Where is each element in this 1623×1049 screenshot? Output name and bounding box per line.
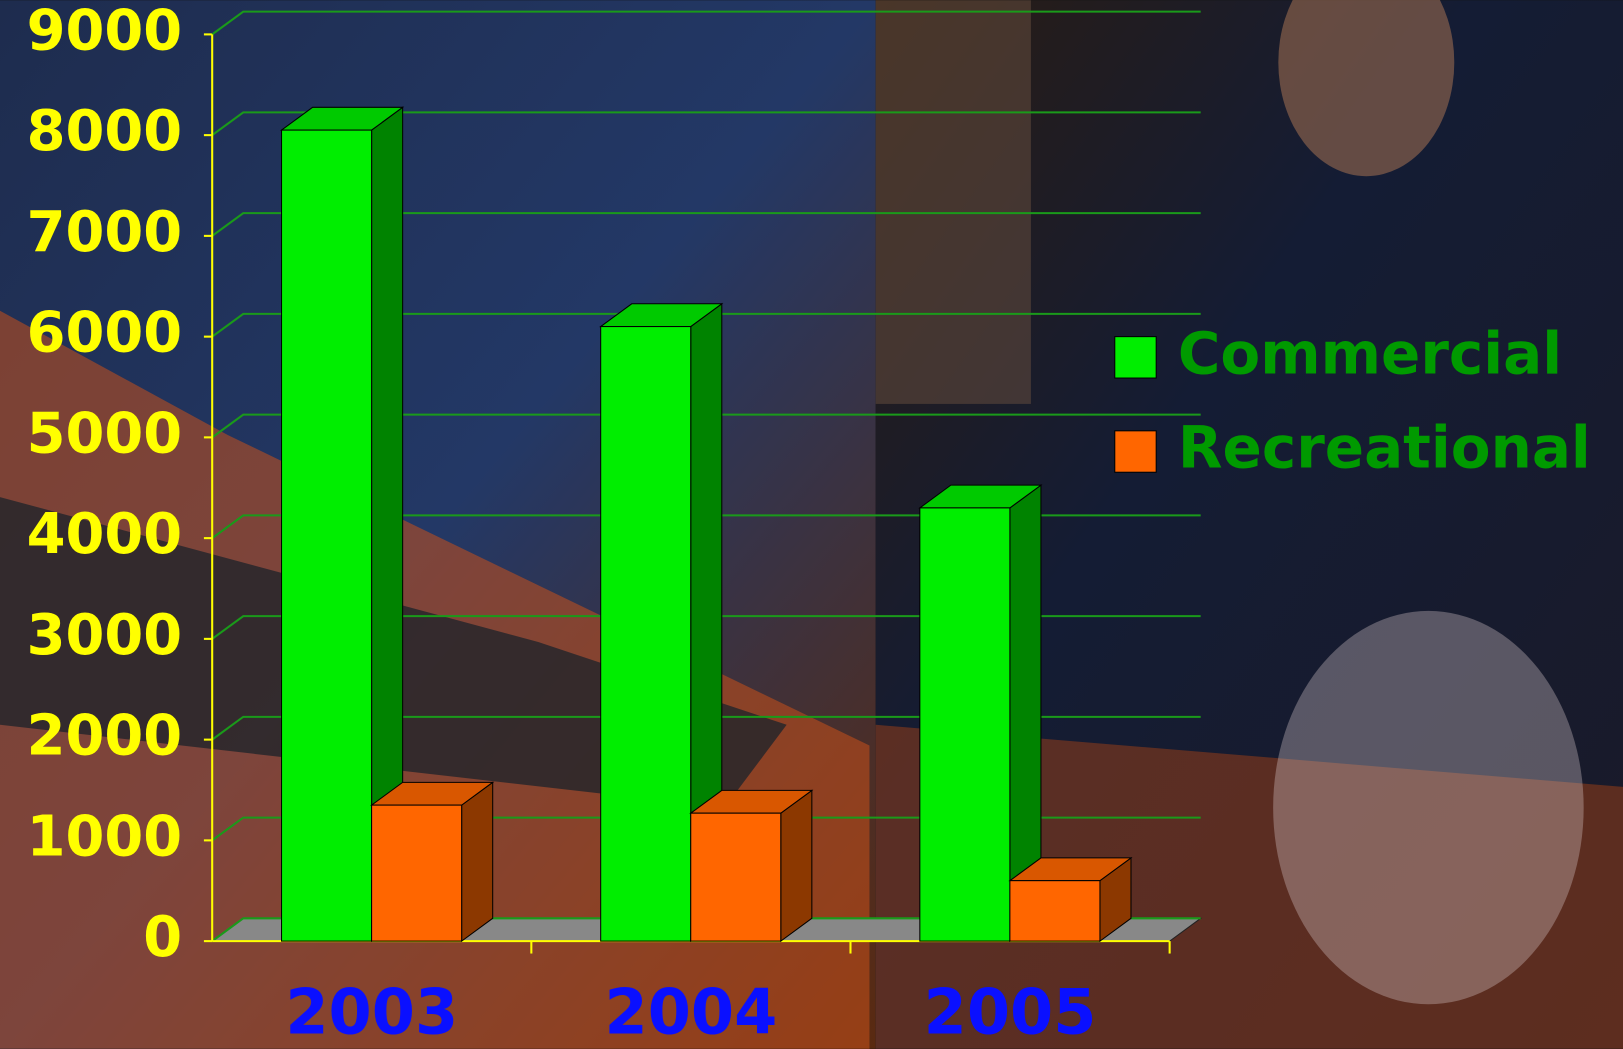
grid-line (211, 514, 1201, 539)
grid-line (211, 312, 1201, 338)
bar-front (919, 507, 1011, 942)
bar (370, 781, 495, 943)
grid-line (211, 715, 1201, 741)
x-tick-label: 2003 (285, 976, 458, 1049)
x-tick-label: 2005 (924, 976, 1097, 1049)
y-tick-label: 3000 (27, 603, 183, 668)
bar-front (281, 129, 373, 942)
bar (1008, 856, 1133, 943)
bar (599, 302, 724, 943)
bar (918, 484, 1043, 943)
y-tick-label: 1000 (27, 804, 183, 869)
grid-line (211, 212, 1201, 237)
y-tick-label: 0 (143, 905, 182, 970)
grid-line (211, 10, 1201, 36)
x-tick-label: 2004 (604, 976, 777, 1049)
grid-line (211, 917, 1201, 942)
bar-front (690, 812, 782, 942)
bar (689, 789, 814, 943)
legend-swatch (1114, 336, 1157, 379)
grid-line (211, 111, 1201, 136)
y-tick-label: 6000 (27, 301, 183, 366)
legend: Commercial Recreational (1114, 319, 1591, 482)
y-tick-label: 2000 (27, 704, 183, 769)
legend-label: Recreational (1178, 414, 1591, 482)
y-tick-label: 8000 (27, 99, 183, 164)
y-tick-label: 5000 (27, 402, 183, 467)
y-tick-label: 4000 (27, 502, 183, 567)
bar (279, 106, 405, 943)
legend-label: Commercial (1178, 319, 1562, 387)
bar-side (780, 789, 813, 943)
y-tick-label: 7000 (27, 200, 183, 265)
legend-swatch (1114, 430, 1157, 473)
grid-line (211, 615, 1201, 640)
bar-side (461, 781, 494, 943)
y-tick-label: 9000 (27, 0, 183, 64)
grid-line (211, 816, 1201, 842)
grid-line (211, 413, 1201, 439)
bar-front (600, 326, 692, 942)
bar-front (371, 804, 463, 942)
plot: 2003 2004 2005 (279, 106, 1133, 1049)
bar-front (1009, 880, 1101, 942)
